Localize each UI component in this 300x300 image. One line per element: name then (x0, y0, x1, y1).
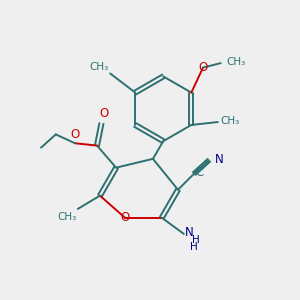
Text: O: O (120, 211, 130, 224)
Text: CH₃: CH₃ (221, 116, 240, 126)
Text: N: N (215, 153, 224, 166)
Text: CH₃: CH₃ (89, 62, 109, 72)
Text: O: O (100, 107, 109, 120)
Text: O: O (70, 128, 80, 141)
Text: CH₃: CH₃ (57, 212, 76, 222)
Text: H: H (192, 236, 200, 245)
Text: CH₃: CH₃ (226, 57, 246, 67)
Text: H: H (190, 242, 198, 252)
Text: C: C (196, 166, 204, 178)
Text: O: O (199, 61, 208, 74)
Text: N: N (185, 226, 194, 239)
